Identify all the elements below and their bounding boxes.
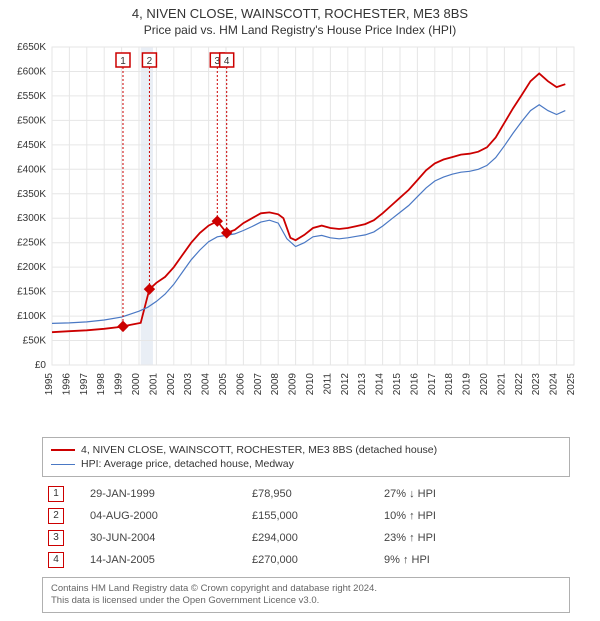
event-delta: 9% ↑ HPI [378,549,570,571]
event-price: £270,000 [246,549,378,571]
svg-text:1: 1 [120,56,126,67]
x-tick-label: 2005 [218,373,229,396]
event-price: £78,950 [246,483,378,505]
x-tick-label: 1995 [44,373,55,396]
series-property [52,73,565,332]
page-title: 4, NIVEN CLOSE, WAINSCOTT, ROCHESTER, ME… [0,6,600,21]
y-tick-label: £550K [17,91,46,102]
legend-label: 4, NIVEN CLOSE, WAINSCOTT, ROCHESTER, ME… [81,444,437,456]
x-tick-label: 2011 [322,373,333,395]
x-tick-label: 1999 [114,373,125,396]
x-tick-label: 2018 [444,373,455,396]
x-tick-label: 2025 [566,373,577,396]
y-tick-label: £600K [17,66,46,77]
event-delta: 10% ↑ HPI [378,505,570,527]
x-tick-label: 2010 [305,373,316,396]
sale-number-box: 4 [220,53,234,67]
legend-item: HPI: Average price, detached house, Medw… [51,457,561,471]
svg-text:2: 2 [147,56,153,67]
x-tick-label: 2007 [253,373,264,396]
event-number: 3 [48,530,64,546]
x-tick-label: 2009 [288,373,299,396]
y-tick-label: £50K [23,336,47,347]
chart-svg: £0 £50K £100K £150K £200K £250K £300K £350K £400… [0,37,600,429]
page-subtitle: Price paid vs. HM Land Registry's House … [0,23,600,37]
x-tick-label: 2015 [392,373,403,396]
event-delta: 27% ↓ HPI [378,483,570,505]
x-tick-label: 2021 [496,373,507,396]
sale-number-box: 2 [142,53,156,67]
y-tick-label: £650K [17,42,46,53]
svg-text:4: 4 [224,56,230,67]
x-tick-label: 2004 [201,373,212,396]
y-tick-label: £0 [35,360,47,371]
x-tick-label: 2013 [357,373,368,396]
event-number: 4 [48,552,64,568]
license-line-2: This data is licensed under the Open Gov… [51,595,561,607]
x-tick-label: 2008 [270,373,281,396]
x-tick-label: 2017 [427,373,438,396]
x-tick-label: 2006 [235,373,246,396]
x-tick-label: 2022 [514,373,525,396]
event-price: £294,000 [246,527,378,549]
legend-swatch [51,464,75,465]
x-tick-label: 2016 [409,373,420,396]
y-tick-label: £150K [17,287,46,298]
y-tick-label: £250K [17,238,46,249]
x-tick-label: 1996 [61,373,72,396]
x-tick-label: 2012 [340,373,351,396]
x-tick-label: 2003 [183,373,194,396]
x-tick-label: 2000 [131,373,142,396]
sale-marker [118,321,128,331]
chart: £0 £50K £100K £150K £200K £250K £300K £350K £400… [0,37,600,429]
event-delta: 23% ↑ HPI [378,527,570,549]
x-tick-label: 2002 [166,373,177,396]
y-tick-label: £500K [17,115,46,126]
y-tick-label: £400K [17,164,46,175]
page: 4, NIVEN CLOSE, WAINSCOTT, ROCHESTER, ME… [0,0,600,613]
event-number: 1 [48,486,64,502]
x-tick-label: 2001 [148,373,159,396]
y-tick-label: £450K [17,140,46,151]
sale-number-box: 1 [116,53,130,67]
x-tick-label: 2020 [479,373,490,396]
license-box: Contains HM Land Registry data © Crown c… [42,577,570,613]
event-price: £155,000 [246,505,378,527]
event-date: 30-JUN-2004 [84,527,246,549]
y-tick-label: £100K [17,311,46,322]
event-number: 2 [48,508,64,524]
event-row: 2 04-AUG-2000£155,00010% ↑ HPI [42,505,570,527]
events-table: 1 29-JAN-1999£78,95027% ↓ HPI 2 04-AUG-2000… [42,483,570,571]
x-tick-label: 2024 [549,373,560,396]
license-line-1: Contains HM Land Registry data © Crown c… [51,583,561,595]
y-tick-label: £300K [17,213,46,224]
legend-swatch [51,449,75,451]
legend-item: 4, NIVEN CLOSE, WAINSCOTT, ROCHESTER, ME… [51,443,561,457]
x-tick-label: 2023 [531,373,542,396]
x-tick-label: 1997 [79,373,90,396]
event-row: 3 30-JUN-2004£294,00023% ↑ HPI [42,527,570,549]
event-date: 14-JAN-2005 [84,549,246,571]
y-tick-label: £200K [17,262,46,273]
x-tick-label: 2014 [375,373,386,396]
legend: 4, NIVEN CLOSE, WAINSCOTT, ROCHESTER, ME… [42,437,570,477]
event-date: 04-AUG-2000 [84,505,246,527]
event-row: 4 14-JAN-2005£270,0009% ↑ HPI [42,549,570,571]
y-tick-label: £350K [17,189,46,200]
event-row: 1 29-JAN-1999£78,95027% ↓ HPI [42,483,570,505]
title-block: 4, NIVEN CLOSE, WAINSCOTT, ROCHESTER, ME… [0,0,600,37]
event-date: 29-JAN-1999 [84,483,246,505]
x-tick-label: 1998 [96,373,107,396]
legend-label: HPI: Average price, detached house, Medw… [81,458,294,470]
x-tick-label: 2019 [462,373,473,396]
series-hpi [52,105,565,324]
